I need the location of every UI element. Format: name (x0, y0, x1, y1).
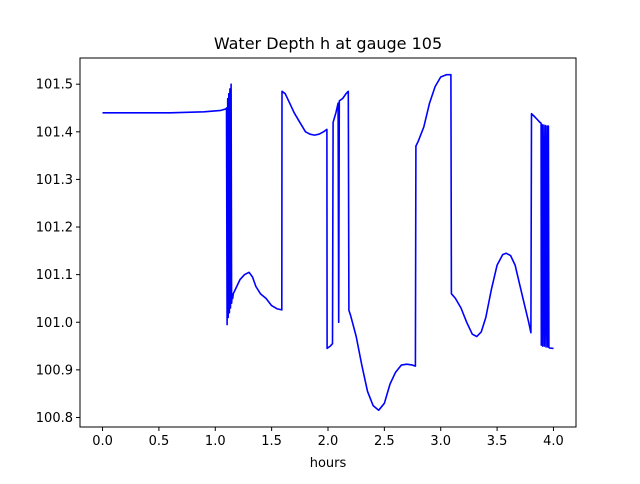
x-tick-label: 3.5 (487, 434, 508, 449)
x-axis: 0.0 0.5 1.0 1.5 2.0 2.5 3.0 3.5 4.0 (92, 427, 564, 449)
y-tick-label: 100.8 (36, 411, 73, 426)
y-tick-label: 101.1 (36, 268, 73, 283)
x-tick-label: 2.0 (318, 434, 339, 449)
y-tick-label: 101.4 (36, 125, 73, 140)
y-tick-label: 101.5 (36, 78, 73, 93)
x-tick-label: 4.0 (543, 434, 564, 449)
x-tick-label: 3.0 (430, 434, 451, 449)
y-axis: 100.8 100.9 101.0 101.1 101.2 101.3 101.4 101.5 (36, 78, 80, 426)
x-tick-label: 1.5 (261, 434, 282, 449)
series-line-0 (102, 73, 554, 412)
plot-content (102, 73, 554, 412)
y-tick-label: 101.0 (36, 316, 73, 331)
x-tick-label: 1.0 (205, 434, 226, 449)
chart-title: Water Depth h at gauge 105 (214, 34, 442, 53)
x-tick-label: 0.0 (92, 434, 113, 449)
x-tick-label: 0.5 (149, 434, 170, 449)
y-tick-label: 100.9 (36, 363, 73, 378)
x-tick-label: 2.5 (374, 434, 395, 449)
y-tick-label: 101.2 (36, 221, 73, 236)
y-tick-label: 101.3 (36, 173, 73, 188)
x-axis-label: hours (310, 456, 347, 471)
